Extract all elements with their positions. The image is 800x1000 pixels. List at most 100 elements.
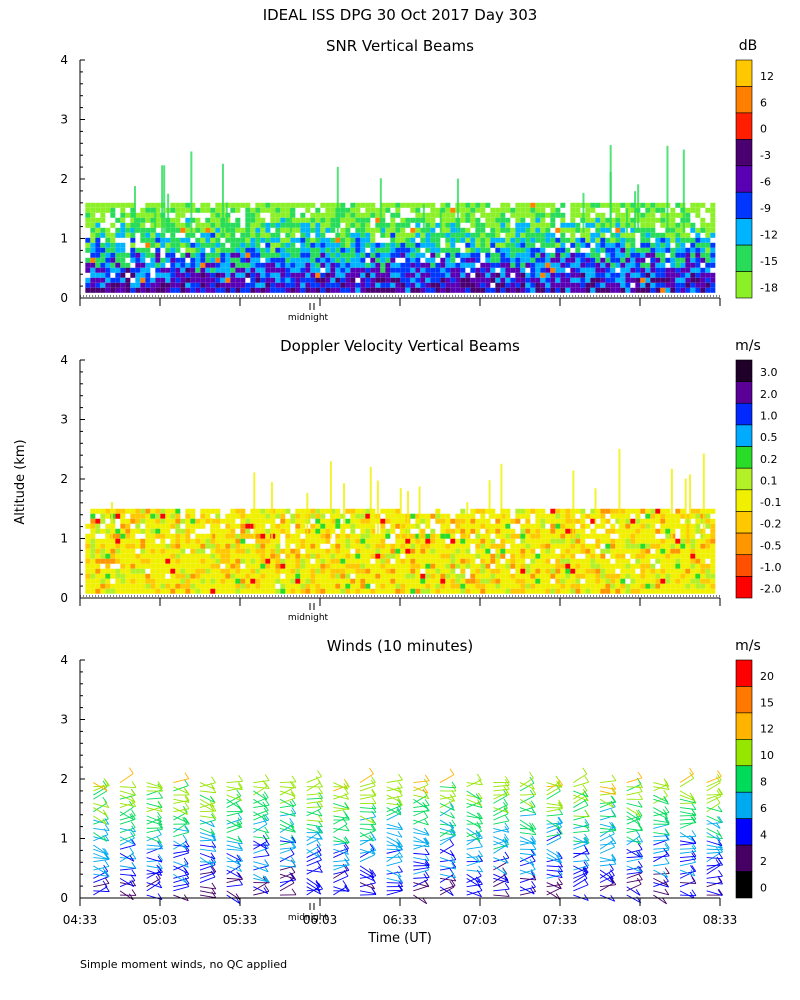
wind-barb xyxy=(599,798,614,808)
wind-barb xyxy=(519,782,535,792)
wind-barb-flag xyxy=(318,791,324,799)
wind-barb xyxy=(493,857,509,863)
wind-barb xyxy=(359,807,376,810)
wind-barb xyxy=(653,795,668,804)
colorbar-swatch xyxy=(735,381,753,404)
wind-barb-flag xyxy=(371,887,377,895)
wind-barb xyxy=(279,781,297,784)
wind-barb-flag xyxy=(423,811,429,818)
wind-barb xyxy=(173,800,190,804)
wind-barb-flag xyxy=(691,865,697,872)
colorbar-label: -6 xyxy=(760,176,771,189)
wind-barb-flag xyxy=(611,821,616,829)
wind-barb xyxy=(306,776,322,783)
wind-barb-flag xyxy=(158,865,163,873)
wind-barb xyxy=(146,878,161,888)
wind-barb xyxy=(226,865,241,875)
wind-barb-flag xyxy=(290,810,296,817)
wind-barb xyxy=(359,827,376,831)
wind-barb-flag xyxy=(210,831,216,838)
wind-barb xyxy=(199,798,215,808)
wind-barb-flag xyxy=(397,884,403,891)
wind-barb-flag xyxy=(211,882,217,890)
wind-barb xyxy=(413,804,430,809)
colorbar-swatch xyxy=(735,139,753,167)
wind-barb xyxy=(679,880,696,888)
wind-barb xyxy=(279,882,295,892)
colorbar-label: -12 xyxy=(760,229,778,242)
wind-barb xyxy=(653,782,669,787)
wind-barb xyxy=(679,848,697,850)
wind-barb xyxy=(679,773,694,783)
wind-barb xyxy=(386,871,403,875)
wind-barb xyxy=(706,776,722,783)
y-tick-label: 4 xyxy=(60,53,68,67)
wind-barb xyxy=(493,836,509,844)
colorbar-units: m/s xyxy=(735,338,761,354)
wind-barb-flag xyxy=(558,816,563,824)
wind-barb xyxy=(119,794,136,800)
wind-barb-flag xyxy=(396,808,402,816)
wind-barb-flag xyxy=(504,838,509,845)
wind-barb-flag xyxy=(531,823,537,830)
wind-barb xyxy=(546,869,563,873)
wind-barb-flag xyxy=(158,840,163,847)
wind-barb xyxy=(226,818,242,825)
wind-barb xyxy=(626,894,641,904)
wind-barb xyxy=(199,782,216,788)
wind-barb xyxy=(679,840,696,845)
wind-barb-flag xyxy=(504,814,510,822)
wind-barb-flag xyxy=(664,818,670,825)
wind-barb xyxy=(599,859,616,863)
wind-barb-flag xyxy=(371,818,377,825)
wind-barb-flag xyxy=(690,869,696,877)
wind-barb xyxy=(519,869,536,876)
wind-barb xyxy=(653,835,670,838)
wind-barb-flag xyxy=(584,810,590,818)
wind-barb xyxy=(466,883,483,888)
wind-barb-flag xyxy=(158,791,164,799)
wind-barb-flag xyxy=(262,814,268,821)
wind-barb xyxy=(546,887,562,896)
wind-barb xyxy=(573,836,588,845)
wind-barb-flag xyxy=(102,847,107,855)
wind-barb xyxy=(173,873,187,884)
wind-barb-flag xyxy=(690,865,695,872)
wind-barb xyxy=(493,791,508,800)
wind-barb-flag xyxy=(475,876,481,884)
wind-barb-flag xyxy=(238,873,244,880)
wind-barb-flag xyxy=(263,865,269,873)
wind-barb xyxy=(306,888,323,892)
wind-barb-flag xyxy=(424,871,430,878)
wind-barb xyxy=(599,786,616,790)
wind-barb xyxy=(173,831,189,838)
wind-barb xyxy=(333,886,349,893)
wind-barb-flag xyxy=(529,801,534,809)
wind-barb-flag xyxy=(371,788,377,796)
wind-barb xyxy=(706,827,722,837)
wind-barb xyxy=(413,843,429,850)
wind-barb-flag xyxy=(343,837,349,844)
wind-barb-flag xyxy=(397,822,403,829)
wind-barb xyxy=(706,840,723,847)
wind-barb xyxy=(466,828,481,838)
wind-barb xyxy=(493,879,508,888)
wind-barb xyxy=(359,854,375,863)
wind-barb-flag xyxy=(662,809,668,816)
wind-barb xyxy=(413,885,429,892)
wind-barb-flag xyxy=(291,836,297,844)
wind-barb xyxy=(466,837,483,842)
wind-barb-flag xyxy=(102,784,108,792)
wind-barb xyxy=(573,815,590,818)
wind-barb xyxy=(333,827,350,832)
wind-barb xyxy=(413,876,430,879)
wind-barb-flag xyxy=(102,835,108,842)
wind-barb xyxy=(546,802,563,807)
x-tick-label: 05:03 xyxy=(143,913,178,927)
wind-barb-flag xyxy=(237,817,243,824)
wind-barb xyxy=(359,795,376,800)
wind-barb-flag xyxy=(238,805,244,812)
wind-barb-flag xyxy=(716,790,722,797)
wind-barb xyxy=(199,819,216,825)
wind-barb xyxy=(146,859,163,863)
